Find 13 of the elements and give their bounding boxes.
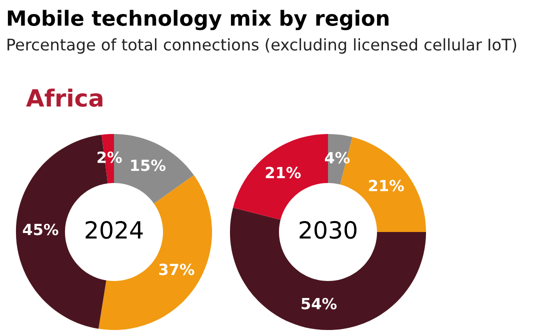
- text: Mobile technology mix by region: [8, 10, 388, 30]
- data-label: 54%: [302, 298, 337, 310]
- data-label: 45%: [22, 224, 58, 236]
- data-label: 37%: [159, 264, 194, 276]
- text: Africa: [26, 88, 102, 107]
- data-label: 21%: [266, 166, 301, 178]
- data-label: 21%: [369, 180, 404, 192]
- text: Percentage of total connections (excluding licensed cellular IoT): [8, 38, 516, 54]
- text: 2024: [86, 220, 143, 239]
- data-label: 15%: [131, 160, 166, 172]
- text: 2030: [300, 220, 356, 239]
- donut-slice: [230, 208, 426, 330]
- data-label: 2%: [98, 151, 122, 164]
